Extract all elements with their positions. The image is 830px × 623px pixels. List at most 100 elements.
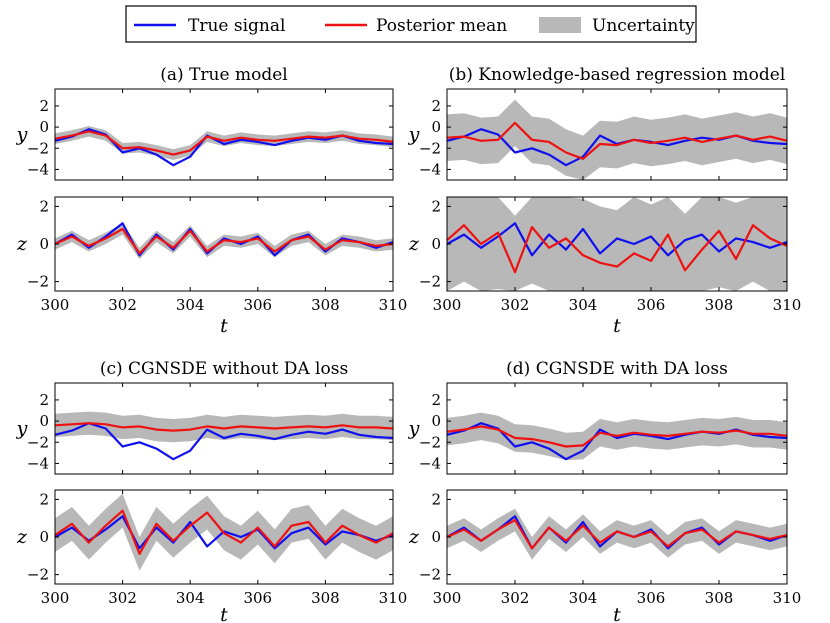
x-axis-label-d: t (613, 604, 621, 623)
y-tick-label: −4 (27, 454, 49, 472)
x-tick-label: 310 (773, 296, 802, 314)
y-tick-label: 0 (431, 412, 441, 430)
posterior-mean-line (446, 518, 788, 550)
x-tick-label: 304 (569, 589, 598, 607)
panel-b-y-axes: 2 0 −2 −4 y (408, 88, 788, 181)
x-axis-label-b: t (613, 315, 621, 337)
panel-title-c: (c) CGNSDE without DA loss (100, 359, 348, 379)
y-tick-label: 2 (39, 197, 49, 215)
legend-true-signal-label: True signal (188, 16, 285, 36)
y-tick-label: −2 (419, 566, 441, 584)
y-tick-label: −2 (27, 566, 49, 584)
y-axis-label: y (16, 418, 28, 440)
legend-posterior-mean-label: Posterior mean (376, 16, 507, 36)
x-tick-label: 306 (243, 589, 272, 607)
x-tick-label: 304 (176, 296, 205, 314)
y-axis-label: z (16, 233, 28, 255)
y-tick-label: −4 (27, 160, 49, 178)
posterior-mean-line (54, 130, 394, 156)
posterior-mean-line (54, 422, 394, 432)
panel-a-z-axes: 2 0 −2 z 300 302 304 306 308 310 (16, 196, 408, 314)
legend-uncertainty-label: Uncertainty (592, 16, 695, 36)
true-signal-line (54, 515, 394, 550)
x-tick-label: 306 (637, 589, 666, 607)
x-tick-label: 300 (433, 589, 462, 607)
posterior-mean-line (446, 425, 788, 448)
x-tick-label: 308 (311, 296, 340, 314)
y-tick-label: 0 (431, 528, 441, 546)
y-axis-label: y (408, 418, 420, 440)
panel-title-b: (b) Knowledge-based regression model (449, 65, 786, 85)
x-tick-label: 306 (243, 296, 272, 314)
y-axis-label: y (16, 124, 28, 146)
posterior-mean-line (446, 121, 788, 160)
y-tick-label: 0 (39, 528, 49, 546)
x-tick-label: 302 (501, 589, 530, 607)
x-tick-label: 304 (176, 589, 205, 607)
posterior-mean-line (446, 224, 788, 274)
y-tick-label: −2 (27, 139, 49, 157)
axes-frame (54, 382, 394, 475)
x-tick-label: 304 (569, 296, 598, 314)
y-tick-label: 0 (39, 412, 49, 430)
y-tick-label: −4 (419, 454, 441, 472)
panel-c-z-axes: 2 0 −2 z 300 302 304 306 308 310 (16, 489, 408, 607)
panel-c-y-axes: 2 0 −2 −4 y (16, 382, 394, 475)
posterior-mean-line (54, 509, 394, 556)
legend-uncertainty-swatch (539, 17, 581, 33)
x-tick-label: 308 (705, 296, 734, 314)
y-tick-label: 2 (431, 490, 441, 508)
y-axis-label: z (408, 526, 420, 548)
y-tick-label: −2 (419, 273, 441, 291)
x-tick-label: 308 (705, 589, 734, 607)
uncertainty-band (55, 411, 393, 443)
y-tick-label: 0 (431, 118, 441, 136)
x-tick-label: 302 (108, 589, 137, 607)
x-tick-label: 302 (501, 296, 530, 314)
panel-title-d: (d) CGNSDE with DA loss (506, 359, 728, 379)
panel-b-z-axes: 2 0 −2 z 300 302 304 306 308 310 (408, 196, 802, 314)
x-tick-label: 300 (433, 296, 462, 314)
panel-a-y-axes: 2 0 −2 −4 y (16, 88, 394, 181)
axes-frame (54, 88, 394, 181)
x-axis-label-c: t (220, 604, 228, 623)
x-tick-label: 306 (637, 296, 666, 314)
x-tick-label: 310 (379, 589, 408, 607)
y-tick-label: −2 (419, 139, 441, 157)
y-tick-label: 2 (431, 391, 441, 409)
y-tick-label: −2 (27, 433, 49, 451)
legend-frame (125, 5, 697, 43)
panel-title-a: (a) True model (160, 65, 287, 85)
panel-d-z-axes: 2 0 −2 z 300 302 304 306 308 310 (408, 489, 802, 607)
y-tick-label: 2 (39, 391, 49, 409)
axes-frame (446, 382, 788, 475)
panel-d-y-axes: 2 0 −2 −4 y (408, 382, 788, 475)
y-tick-label: −4 (419, 160, 441, 178)
y-tick-label: 2 (39, 490, 49, 508)
x-tick-label: 308 (311, 589, 340, 607)
x-tick-label: 300 (41, 296, 70, 314)
axes-frame (446, 88, 788, 181)
y-axis-label: z (16, 526, 28, 548)
x-tick-label: 310 (379, 296, 408, 314)
true-signal-line (446, 222, 788, 257)
y-tick-label: 2 (431, 97, 441, 115)
legend: True signal Posterior mean Uncertainty (125, 5, 697, 43)
x-tick-label: 310 (773, 589, 802, 607)
uncertainty-band (447, 197, 787, 291)
y-tick-label: 0 (39, 235, 49, 253)
y-tick-label: 2 (39, 97, 49, 115)
posterior-mean-line (54, 227, 394, 255)
y-tick-label: 2 (431, 197, 441, 215)
uncertainty-band (447, 99, 787, 180)
x-tick-label: 302 (108, 296, 137, 314)
true-signal-line (54, 422, 394, 461)
y-tick-label: 0 (431, 235, 441, 253)
x-tick-label: 300 (41, 589, 70, 607)
y-tick-label: 0 (39, 118, 49, 136)
uncertainty-band (447, 508, 787, 560)
y-tick-label: −2 (419, 433, 441, 451)
x-axis-label-a: t (220, 315, 228, 337)
y-axis-label: z (408, 233, 420, 255)
